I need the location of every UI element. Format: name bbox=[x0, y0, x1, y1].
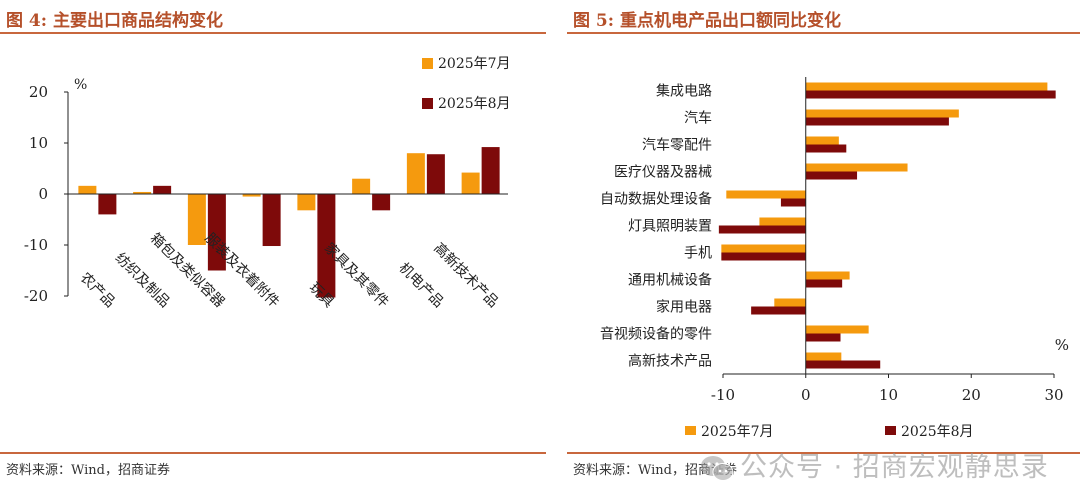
hbar-aug-5 bbox=[718, 225, 806, 234]
legend-label-0: 2025年7月 bbox=[701, 424, 774, 440]
y-tick-label--10: -10 bbox=[24, 236, 48, 254]
right-source-rule bbox=[567, 452, 1080, 454]
x-category-label-1: 纺织及制品 bbox=[112, 250, 173, 311]
y-category-label-10: 高新技术产品 bbox=[628, 353, 712, 370]
left-source-note: 资料来源：Wind，招商证券 bbox=[6, 463, 170, 478]
x-category-label-6: 机电产品 bbox=[395, 260, 446, 311]
bar-jul-5 bbox=[352, 178, 371, 194]
bar-aug-2 bbox=[207, 194, 226, 271]
bar-jul-1 bbox=[133, 191, 152, 194]
y-category-label-0: 集成电路 bbox=[656, 83, 712, 100]
bar-aug-5 bbox=[372, 194, 391, 211]
x-tick-label-30: 30 bbox=[1044, 386, 1063, 404]
wechat-icon bbox=[701, 455, 734, 481]
hbar-jul-10 bbox=[805, 352, 842, 361]
x-category-label-0: 农产品 bbox=[77, 270, 118, 311]
bar-aug-6 bbox=[426, 154, 445, 194]
bar-jul-7 bbox=[461, 172, 480, 194]
legend-label-0: 2025年7月 bbox=[438, 56, 511, 72]
y-category-label-9: 音视频设备的零件 bbox=[600, 326, 712, 343]
y-category-label-8: 家用电器 bbox=[656, 299, 712, 316]
y-category-label-4: 自动数据处理设备 bbox=[600, 191, 712, 208]
right-figure-title: 图 5: 重点机电产品出口额同比变化 bbox=[573, 11, 841, 31]
y-tick-label-0: 0 bbox=[38, 185, 48, 203]
bar-jul-4 bbox=[297, 194, 316, 211]
legend-swatch-1 bbox=[885, 426, 896, 435]
hbar-aug-2 bbox=[805, 144, 847, 153]
y-category-label-1: 汽车 bbox=[684, 110, 712, 127]
hbar-jul-4 bbox=[726, 190, 806, 199]
watermark: 公众号 · 招商宏观静思录 bbox=[700, 445, 1049, 484]
left-source-rule bbox=[0, 452, 546, 454]
legend-swatch-0 bbox=[685, 426, 696, 435]
bar-aug-0 bbox=[98, 194, 117, 215]
right-chart: -10 0 10 20 30% 集成电路汽车汽车零配件医疗仪器及器械自动数据处理设备灯具照… bbox=[600, 77, 1069, 440]
bar-jul-6 bbox=[406, 153, 425, 194]
hbar-aug-4 bbox=[780, 198, 806, 207]
x-tick-label-10: 10 bbox=[879, 386, 898, 404]
bar-aug-1 bbox=[153, 185, 172, 194]
right-panel: 图 5: 重点机电产品出口额同比变化 -10 0 10 20 30% 集成电路汽车汽车零配… bbox=[567, 0, 1080, 503]
bar-aug-7 bbox=[481, 147, 500, 194]
legend-swatch-1 bbox=[422, 98, 433, 109]
legend-swatch-0 bbox=[422, 58, 433, 69]
hbar-jul-7 bbox=[805, 271, 850, 280]
x-unit-label: % bbox=[1055, 336, 1069, 354]
left-title-rule bbox=[0, 32, 546, 34]
hbar-jul-3 bbox=[805, 163, 908, 172]
hbar-aug-9 bbox=[805, 333, 841, 342]
watermark-text: 公众号 · 招商宏观静思录 bbox=[740, 452, 1049, 483]
x-tick-label--10: -10 bbox=[711, 386, 735, 404]
hbar-jul-8 bbox=[774, 298, 806, 307]
bar-jul-3 bbox=[242, 194, 261, 197]
y-tick-label-20: 20 bbox=[29, 83, 48, 101]
hbar-aug-1 bbox=[805, 117, 949, 126]
left-panel: 图 4: 主要出口商品结构变化 20 10 0 -10 -20% 农产品 纺织及制品 箱包及类… bbox=[0, 11, 546, 478]
y-category-label-3: 医疗仪器及器械 bbox=[614, 165, 712, 181]
left-figure-title: 图 4: 主要出口商品结构变化 bbox=[6, 11, 223, 31]
y-tick-label--20: -20 bbox=[24, 287, 48, 305]
right-title-rule bbox=[567, 32, 1080, 34]
y-category-label-7: 通用机械设备 bbox=[628, 272, 712, 289]
hbar-aug-6 bbox=[721, 252, 806, 261]
bar-jul-0 bbox=[78, 185, 97, 194]
bar-aug-4 bbox=[317, 194, 336, 298]
bar-jul-2 bbox=[187, 194, 206, 245]
hbar-jul-2 bbox=[805, 136, 839, 145]
hbar-jul-5 bbox=[759, 217, 806, 226]
hbar-jul-6 bbox=[721, 244, 806, 253]
right-source-note: 资料来源：Wind，招商证券 bbox=[573, 463, 737, 478]
y-unit-label: % bbox=[74, 77, 87, 93]
hbar-aug-7 bbox=[805, 279, 843, 288]
y-category-label-5: 灯具照明装置 bbox=[628, 219, 712, 235]
hbar-jul-1 bbox=[805, 109, 959, 118]
y-category-label-2: 汽车零配件 bbox=[642, 137, 712, 154]
hbar-aug-8 bbox=[751, 306, 806, 315]
y-tick-label-10: 10 bbox=[29, 134, 48, 152]
hbar-jul-0 bbox=[805, 82, 1048, 91]
hbar-aug-10 bbox=[805, 360, 881, 369]
legend-label-1: 2025年8月 bbox=[901, 424, 974, 440]
legend-label-1: 2025年8月 bbox=[438, 96, 511, 112]
x-tick-label-20: 20 bbox=[962, 386, 981, 404]
hbar-aug-3 bbox=[805, 171, 858, 180]
bar-aug-3 bbox=[262, 194, 281, 247]
y-category-label-6: 手机 bbox=[684, 246, 712, 262]
x-tick-label-0: 0 bbox=[801, 386, 811, 404]
hbar-aug-0 bbox=[805, 90, 1056, 99]
hbar-jul-9 bbox=[805, 325, 869, 334]
